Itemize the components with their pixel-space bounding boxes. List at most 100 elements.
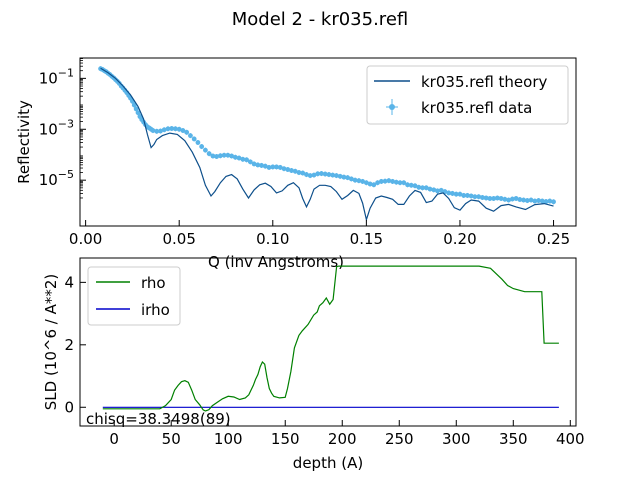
- reflectivity-data-point: [393, 179, 399, 185]
- reflectivity-data-point: [319, 171, 324, 177]
- reflectivity-legend: kr035.refl theory kr035.refl data: [366, 65, 569, 125]
- reflectivity-data-point: [375, 180, 380, 186]
- reflectivity-x-tick-label: 0.10: [256, 230, 289, 248]
- reflectivity-data-point: [300, 170, 306, 176]
- reflectivity-data-point: [221, 152, 227, 158]
- reflectivity-data-point: [551, 199, 556, 205]
- rho-line: [102, 265, 559, 412]
- reflectivity-data-point: [188, 133, 193, 139]
- reflectivity-data-point: [423, 185, 429, 191]
- reflectivity-data-point: [195, 140, 201, 146]
- reflectivity-x-tick-label: 0.20: [443, 230, 476, 248]
- reflectivity-data-point: [203, 147, 208, 153]
- reflectivity-data-point: [214, 154, 220, 160]
- reflectivity-data-point: [509, 196, 515, 202]
- sld-legend: rho irho: [87, 266, 181, 326]
- reflectivity-data-point: [161, 127, 167, 133]
- reflectivity-x-ticks: 0.00 0.05 0.10 0.15 0.20 0.25: [69, 220, 570, 248]
- sld-axes-frame: [79, 257, 577, 427]
- reflectivity-data-point: [524, 198, 530, 204]
- reflectivity-data-point: [131, 102, 137, 108]
- reflectivity-y-tick-label: 10−5: [39, 168, 74, 189]
- legend-theory-label: kr035.refl theory: [421, 73, 547, 91]
- reflectivity-data-point: [135, 110, 141, 116]
- reflectivity-data-point: [236, 155, 242, 161]
- reflectivity-data-point: [480, 194, 485, 200]
- reflectivity-data-point: [397, 180, 403, 186]
- reflectivity-data-point: [247, 159, 253, 165]
- reflectivity-data-point: [521, 197, 526, 203]
- reflectivity-data-point: [386, 178, 392, 184]
- reflectivity-data-point: [363, 180, 369, 186]
- sld-x-tick-label: 250: [385, 430, 414, 448]
- reflectivity-data-point: [244, 157, 249, 163]
- legend-irho-label: irho: [141, 301, 170, 319]
- reflectivity-data-point: [184, 129, 190, 135]
- reflectivity-data-point: [401, 180, 407, 186]
- reflectivity-data-point: [472, 194, 478, 200]
- reflectivity-data-point: [191, 136, 197, 142]
- reflectivity-data-point: [259, 162, 264, 168]
- reflectivity-data-point: [150, 128, 156, 134]
- reflectivity-data-point: [513, 196, 519, 202]
- sld-x-tick-label: 50: [162, 430, 181, 448]
- reflectivity-data-point: [457, 191, 463, 197]
- reflectivity-data-point: [431, 187, 437, 193]
- reflectivity-x-tick-label: 0.15: [350, 230, 383, 248]
- reflectivity-legend-box: [366, 65, 569, 125]
- reflectivity-x-tick-label: 0.00: [69, 230, 102, 248]
- reflectivity-data-point: [382, 178, 388, 184]
- reflectivity-data-point: [206, 151, 212, 157]
- reflectivity-data-point: [453, 191, 459, 197]
- reflectivity-data-point: [240, 156, 246, 162]
- reflectivity-data-point: [289, 168, 294, 174]
- sld-x-axis-label: depth (A): [293, 454, 363, 472]
- reflectivity-x-tick-label: 0.05: [162, 230, 195, 248]
- reflectivity-data-point: [285, 166, 291, 172]
- reflectivity-data-point: [502, 196, 508, 202]
- reflectivity-data-point: [420, 185, 425, 191]
- reflectivity-data-point: [543, 199, 549, 205]
- reflectivity-data-point: [180, 128, 186, 134]
- reflectivity-data-point: [307, 173, 313, 179]
- reflectivity-data-point: [225, 152, 231, 158]
- reflectivity-data-point: [348, 176, 354, 182]
- reflectivity-data-point: [405, 182, 410, 188]
- sld-x-tick-label: 400: [556, 430, 585, 448]
- sld-y-axis-label: SLD (10^6 / A**2): [42, 274, 60, 411]
- sld-y-ticks: 0 2 4: [64, 273, 86, 416]
- reflectivity-data-point: [311, 172, 317, 178]
- reflectivity-data-point: [378, 178, 384, 184]
- reflectivity-data-point: [345, 175, 351, 181]
- reflectivity-data-point: [133, 106, 139, 112]
- reflectivity-data-point: [169, 126, 175, 132]
- reflectivity-data-point: [461, 192, 467, 198]
- reflectivity-data-point: [199, 144, 205, 150]
- chisq-annotation: chisq=38.3498(89): [86, 410, 231, 428]
- reflectivity-data-point: [296, 170, 302, 176]
- reflectivity-y-ticks: 10−1 10−3 10−5: [39, 58, 86, 199]
- reflectivity-data-point: [435, 188, 440, 194]
- reflectivity-data-point: [517, 197, 523, 203]
- reflectivity-y-axis-label: Reflectivity: [15, 100, 33, 184]
- reflectivity-data-point: [491, 196, 497, 202]
- sld-x-tick-label: 300: [442, 430, 471, 448]
- sld-x-tick-label: 100: [214, 430, 243, 448]
- reflectivity-data-point: [468, 193, 474, 199]
- reflectivity-data-point: [547, 198, 553, 204]
- reflectivity-data-point: [281, 166, 287, 172]
- reflectivity-theory-line: [100, 67, 554, 222]
- reflectivity-data-point: [229, 153, 235, 159]
- figure-title: Model 2 - kr035.refl: [232, 9, 408, 30]
- reflectivity-data-point: [337, 173, 343, 179]
- reflectivity-data-point: [341, 174, 347, 180]
- reflectivity-data-point: [465, 192, 470, 198]
- reflectivity-data-point: [251, 161, 257, 167]
- reflectivity-data-point: [176, 126, 182, 132]
- reflectivity-data-point: [165, 126, 171, 132]
- reflectivity-x-tick-label: 0.25: [537, 230, 570, 248]
- sld-x-tick-label: 150: [271, 430, 300, 448]
- legend-rho-label: rho: [141, 274, 166, 292]
- reflectivity-data-point: [277, 164, 283, 170]
